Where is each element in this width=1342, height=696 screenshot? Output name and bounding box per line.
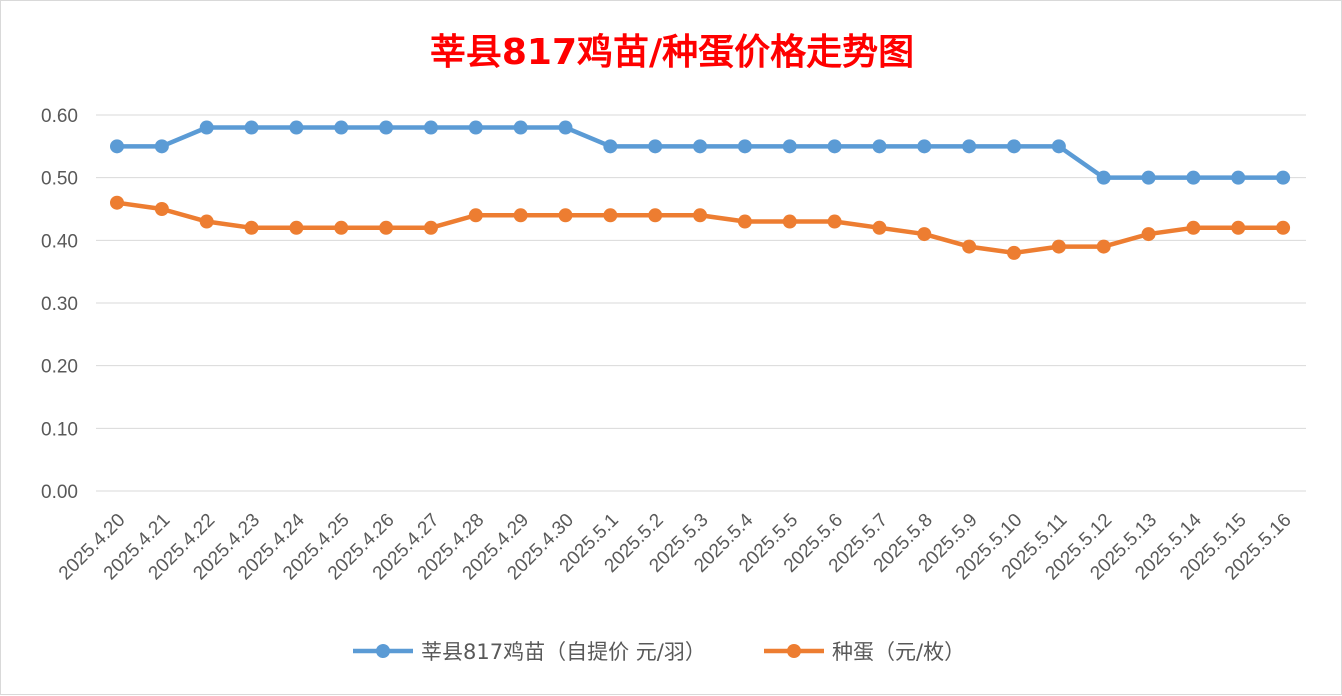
data-point [199,120,214,135]
legend-swatch-marker [376,644,390,658]
data-point [110,139,124,154]
data-point [1007,245,1021,260]
data-point [289,120,304,135]
series-group [110,120,1291,260]
legend-item: 种蛋（元/枚） [764,640,965,664]
y-tick-label: 0.40 [41,231,78,252]
data-point [1096,239,1111,254]
y-tick-label: 0.60 [41,106,78,127]
data-point [110,195,124,210]
y-tick-label: 0.10 [41,419,78,440]
data-point [648,208,663,223]
series-2 [110,195,1291,260]
data-point [468,208,483,223]
data-point [648,139,663,154]
data-point [423,120,438,135]
data-point [199,214,214,229]
data-point [603,139,618,154]
legend: 莘县817鸡苗（自提价 元/羽） 种蛋（元/枚） [353,640,965,664]
data-point [558,208,573,223]
data-point [154,202,169,216]
data-point [244,120,259,135]
data-point [737,139,752,154]
data-point [962,239,977,254]
data-point [379,220,394,235]
data-point [1276,170,1291,185]
data-point [154,139,169,154]
data-point [289,220,304,235]
data-point [917,139,932,154]
data-point [1051,239,1066,254]
legend-item: 莘县817鸡苗（自提价 元/羽） [353,640,706,664]
y-tick-label: 0.50 [41,169,78,190]
data-point [693,139,708,154]
x-axis-ticks: 2025.4.202025.4.212025.4.222025.4.232025… [55,509,1296,584]
data-point [513,120,528,135]
data-point [872,220,887,235]
data-point [334,220,349,235]
gridlines [96,114,1306,492]
data-point [423,220,438,235]
data-point [1051,139,1066,154]
legend-label: 种蛋（元/枚） [832,640,965,664]
data-point [468,120,483,135]
data-point [872,139,887,154]
data-point [1231,170,1246,185]
data-point [782,214,797,229]
data-point [737,214,752,229]
data-point [1231,220,1246,235]
data-point [1141,227,1156,242]
y-axis-ticks: 0.00 0.10 0.20 0.30 0.40 0.50 0.60 [41,106,78,503]
y-tick-label: 0.20 [41,357,78,378]
data-point [1141,170,1156,185]
data-point [513,208,528,223]
data-point [603,208,618,223]
y-tick-label: 0.00 [41,482,78,503]
data-point [1186,170,1201,185]
data-point [244,220,259,235]
data-point [1276,220,1291,235]
data-point [1186,220,1201,235]
data-point [962,139,977,154]
data-point [1096,170,1111,185]
data-point [334,120,349,135]
data-point [1007,139,1021,154]
chart-title: 莘县817鸡苗/种蛋价格走势图 [429,32,915,73]
legend-swatch-marker [787,644,801,658]
data-point [917,227,932,242]
legend-label: 莘县817鸡苗（自提价 元/羽） [421,640,706,664]
y-tick-label: 0.30 [41,294,78,315]
data-point [782,139,797,154]
data-point [827,214,842,229]
data-point [693,208,708,223]
data-point [379,120,394,135]
data-point [558,120,573,135]
data-point [827,139,842,154]
series-1 [110,120,1291,185]
